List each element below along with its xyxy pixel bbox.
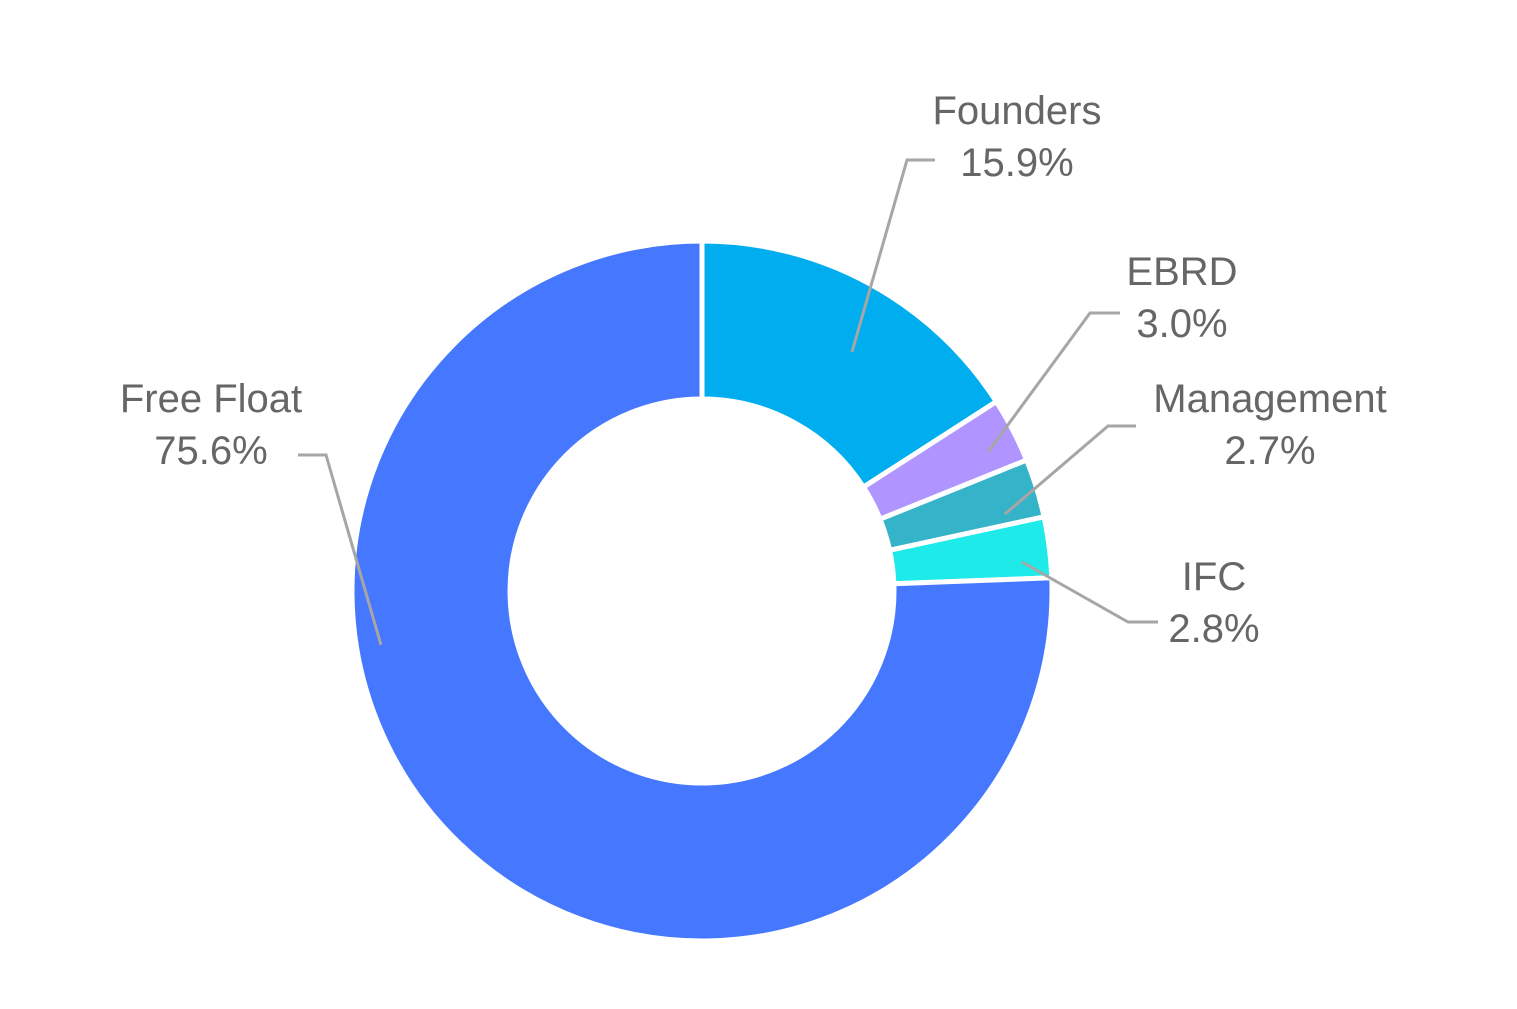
leader-line-founders [850, 158, 935, 353]
slice-value-free-float: 75.6% [154, 429, 267, 473]
slice-value-ifc: 2.8% [1168, 607, 1259, 651]
leader-line-ebrd [986, 311, 1120, 453]
slice-label-management: Management [1153, 377, 1386, 421]
leader-line-management [1004, 424, 1136, 516]
slice-label-founders: Founders [933, 89, 1102, 133]
slice-value-management: 2.7% [1224, 429, 1315, 473]
slice-value-founders: 15.9% [960, 141, 1073, 185]
slice-value-ebrd: 3.0% [1136, 302, 1227, 346]
slice-label-free-float: Free Float [120, 377, 302, 421]
leader-line-ifc [1021, 560, 1158, 624]
slice-labels: Founders 15.9% EBRD 3.0% Management 2.7% IFC 2.… [120, 89, 1387, 651]
leader-lines [298, 158, 1158, 646]
slice-free-float [349, 238, 1055, 944]
leader-line-free-float [298, 453, 383, 646]
slices-layer [349, 238, 1055, 944]
slice-label-ifc: IFC [1182, 555, 1246, 599]
slice-label-ebrd: EBRD [1126, 250, 1237, 294]
slice-founders [699, 238, 1000, 491]
